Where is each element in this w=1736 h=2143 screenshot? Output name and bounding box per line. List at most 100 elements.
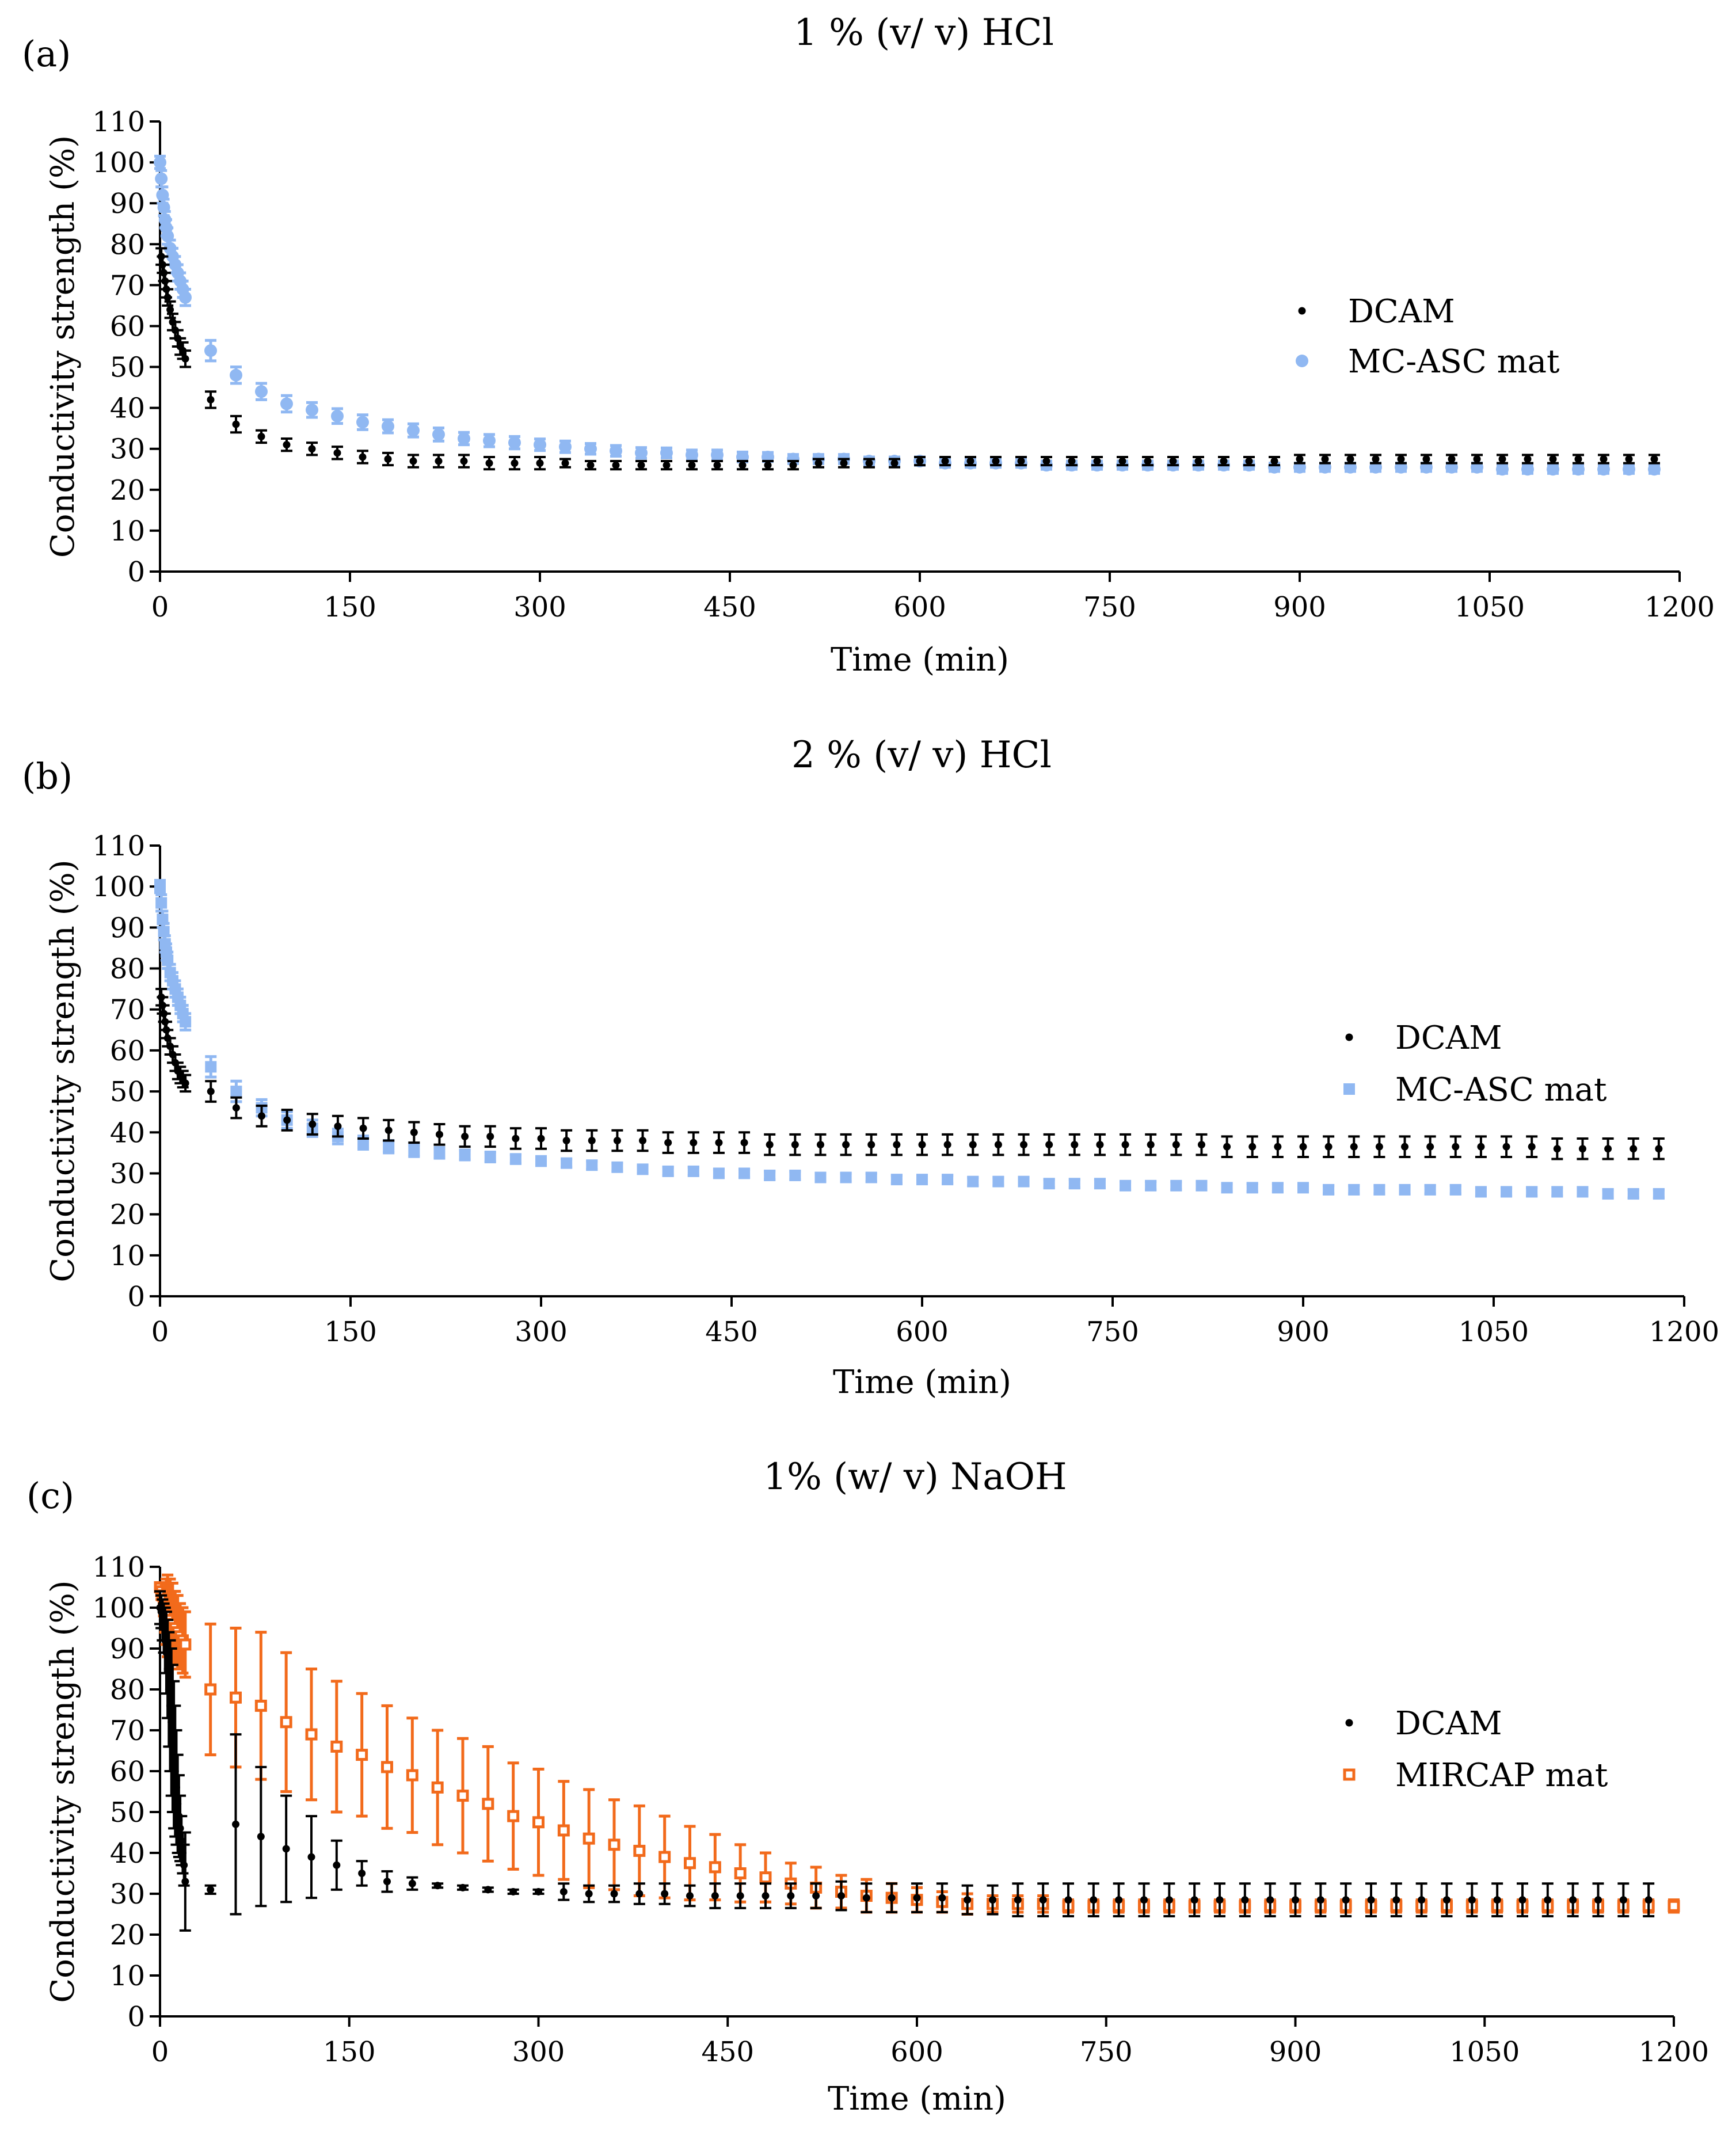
data-point <box>1068 457 1076 465</box>
data-point <box>508 436 521 450</box>
data-point <box>1521 463 1534 476</box>
data-point <box>1572 463 1585 476</box>
data-point <box>989 1896 996 1904</box>
x-tick-label: 600 <box>890 2036 943 2068</box>
legend-marker <box>1345 1033 1353 1041</box>
x-axis-label: Time (min) <box>833 1364 1011 1401</box>
data-point <box>484 1886 492 1894</box>
data-point <box>1493 1896 1501 1904</box>
data-point <box>406 1769 418 1782</box>
x-tick-label: 900 <box>1269 2036 1322 2068</box>
data-point <box>1115 1896 1123 1904</box>
data-point <box>1578 1145 1586 1153</box>
data-point <box>762 1892 770 1900</box>
data-point <box>306 404 318 417</box>
data-point <box>163 294 172 302</box>
y-tick-label: 0 <box>127 2001 145 2033</box>
data-point <box>711 1892 719 1900</box>
y-tick-label: 90 <box>110 188 145 220</box>
x-tick-label: 0 <box>151 591 169 623</box>
data-point <box>1017 457 1025 465</box>
data-point <box>610 1890 618 1898</box>
data-point <box>359 1124 367 1132</box>
data-point <box>913 1894 921 1902</box>
y-tick-label: 20 <box>110 1199 145 1231</box>
y-tick-label: 90 <box>110 912 145 944</box>
data-point <box>559 440 572 454</box>
y-tick-label: 10 <box>110 1240 145 1272</box>
data-point <box>384 1126 393 1135</box>
data-point <box>1196 1179 1208 1192</box>
data-point <box>1271 1182 1284 1194</box>
data-point <box>890 459 899 467</box>
data-point <box>584 442 597 455</box>
data-point <box>1248 1143 1257 1151</box>
data-point <box>280 397 293 410</box>
data-point <box>283 441 291 449</box>
chart-panel-2: (b) 2 % (v/ v) HCl 0 10 20 30 40 50 60 70 80 90 100 1… <box>22 734 1719 1401</box>
data-point <box>1468 1896 1476 1904</box>
x-tick-label: 1050 <box>1459 1316 1529 1348</box>
data-point <box>1597 463 1610 476</box>
data-point <box>713 1167 725 1179</box>
data-point <box>557 1824 570 1837</box>
data-point <box>1014 1896 1022 1904</box>
y-tick-label: 80 <box>110 1674 145 1706</box>
data-point <box>154 156 166 169</box>
data-point <box>1246 1182 1258 1194</box>
y-tick-label: 110 <box>92 106 145 138</box>
y-tick-label: 30 <box>110 1158 145 1190</box>
data-point <box>258 1112 266 1120</box>
data-point <box>943 1141 951 1149</box>
data-point <box>166 306 174 314</box>
y-tick-label: 70 <box>110 269 145 302</box>
data-point <box>1172 1141 1180 1149</box>
data-point <box>893 1141 901 1149</box>
data-point <box>1145 1179 1157 1192</box>
data-point <box>738 1167 751 1179</box>
data-point <box>308 445 316 453</box>
x-tick-label: 1050 <box>1449 2036 1520 2068</box>
x-tick-label: 1200 <box>1639 2036 1709 2068</box>
legend-label: MC-ASC mat <box>1395 1071 1607 1109</box>
data-point <box>585 1890 593 1898</box>
data-point <box>435 457 443 465</box>
data-point <box>583 1832 595 1845</box>
data-point <box>204 344 217 357</box>
data-point <box>1292 1896 1299 1904</box>
data-point <box>1650 455 1658 463</box>
data-point <box>1502 1143 1510 1151</box>
data-point <box>1342 1896 1350 1904</box>
y-tick-label: 40 <box>110 1837 145 1870</box>
data-point <box>1655 1145 1663 1153</box>
data-point <box>994 1141 1002 1149</box>
legend-marker <box>1343 1768 1356 1781</box>
data-point <box>1475 1186 1487 1198</box>
legend-marker <box>1298 307 1306 315</box>
data-point <box>1392 1896 1400 1904</box>
data-point <box>331 409 344 422</box>
data-point <box>764 461 772 469</box>
data-point <box>435 1131 443 1139</box>
data-point <box>1569 1896 1577 1904</box>
data-point <box>460 457 468 465</box>
data-point <box>534 438 546 451</box>
data-point <box>687 1165 699 1177</box>
data-point <box>1602 1188 1614 1200</box>
data-point <box>690 1139 698 1147</box>
data-point <box>812 1892 820 1900</box>
legend-item: DCAM <box>1345 1705 1502 1742</box>
data-point <box>709 1861 721 1874</box>
data-point <box>865 459 873 467</box>
data-point <box>484 1151 496 1163</box>
data-point <box>662 1165 674 1177</box>
x-tick-label: 750 <box>1080 2036 1133 2068</box>
data-point <box>1443 1896 1451 1904</box>
data-point <box>559 1887 568 1895</box>
data-point <box>764 1170 776 1182</box>
data-point <box>1297 1182 1309 1194</box>
data-point <box>1648 463 1661 476</box>
y-tick-label: 40 <box>110 393 145 425</box>
data-point <box>155 172 168 185</box>
